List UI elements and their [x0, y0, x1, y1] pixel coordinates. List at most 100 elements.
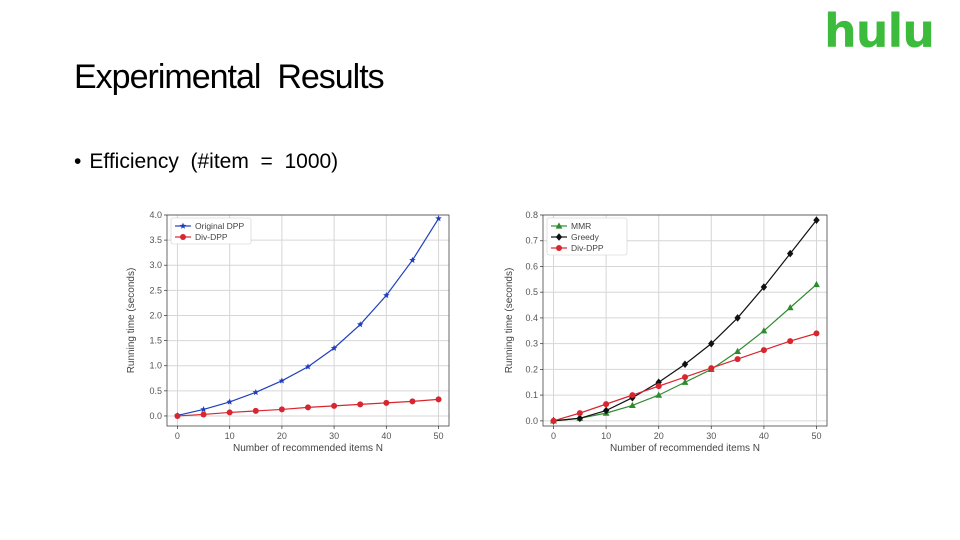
x-tick-label: 30 [706, 431, 716, 441]
data-point [760, 347, 767, 354]
series-line [177, 218, 440, 417]
y-tick-label: 2.0 [149, 310, 162, 320]
series-div-dpp [550, 330, 820, 424]
data-point [174, 412, 181, 419]
x-tick-label: 20 [654, 431, 664, 441]
data-point [786, 249, 794, 258]
data-point [813, 330, 820, 337]
data-point [357, 401, 364, 408]
data-point [760, 327, 768, 334]
data-point [734, 356, 741, 363]
data-point [304, 363, 312, 370]
data-point [383, 291, 390, 299]
data-point [681, 378, 689, 385]
data-point [435, 215, 442, 222]
data-point [356, 321, 364, 328]
data-point [682, 374, 688, 381]
x-tick-label: 40 [759, 431, 769, 441]
y-tick-label: 0.5 [525, 287, 538, 297]
legend-marker [179, 222, 187, 229]
data-point [409, 398, 416, 405]
plot-frame [166, 214, 450, 427]
legend-box [546, 217, 628, 256]
x-tick-label: 50 [434, 431, 444, 441]
data-point [813, 280, 820, 288]
hulu-logo: hulu [824, 4, 935, 58]
y-tick-label: 0.6 [525, 261, 538, 271]
data-point [200, 406, 207, 413]
y-tick-label: 0.0 [149, 411, 162, 421]
data-point [330, 344, 338, 351]
y-tick-label: 0.4 [525, 313, 538, 323]
legend-marker [556, 245, 562, 251]
data-point [278, 406, 285, 413]
y-tick-label: 4.0 [149, 210, 162, 220]
series-line [553, 284, 817, 422]
grid [167, 214, 449, 426]
data-point [603, 401, 610, 408]
data-point [252, 388, 260, 396]
y-tick-label: 0.8 [525, 210, 538, 220]
data-point [681, 360, 689, 369]
bullet-text: Efficiency (#item = 1000) [89, 150, 339, 173]
data-point [331, 402, 338, 409]
bullet-dot-icon: • [74, 150, 82, 173]
x-tick-label: 10 [601, 431, 611, 441]
y-tick-label: 2.5 [149, 285, 162, 295]
data-point [655, 391, 663, 398]
y-tick-label: 0.0 [525, 416, 538, 426]
x-tick-label: 30 [329, 431, 339, 441]
series-mmr [550, 280, 820, 424]
chart-mmr-greedy-div-dpp: 0 10 20 30 40 50 0.0 0.1 0.2 0.3 0.4 0.5 0.6 0.7 0.8 Nu… [504, 210, 828, 454]
legend-label: Div-DPP [195, 232, 228, 242]
legend-marker [180, 234, 186, 240]
slide-title: Experimental Results [74, 58, 385, 96]
x-tick-label: 20 [277, 431, 287, 441]
series-div-dpp [174, 396, 442, 419]
data-point [576, 414, 584, 423]
data-point [629, 401, 636, 409]
data-point [383, 399, 390, 406]
data-point [226, 398, 233, 405]
y-tick-label: 0.5 [149, 386, 162, 396]
series-original-dpp [174, 215, 442, 419]
y-tick-label: 3.5 [149, 235, 162, 245]
legend-label: MMR [571, 221, 591, 231]
x-axis-title: Number of recommended items N [610, 443, 760, 454]
x-tick-label: 50 [811, 431, 821, 441]
x-axis-title: Number of recommended items N [233, 443, 383, 454]
x-tick-label: 10 [225, 431, 235, 441]
data-point [226, 409, 233, 416]
data-point [655, 383, 662, 390]
y-tick-label: 3.0 [149, 260, 162, 270]
data-point [409, 256, 416, 263]
data-point [629, 392, 636, 399]
data-point [787, 338, 794, 345]
y-tick-label: 1.5 [149, 336, 162, 346]
legend-marker [555, 233, 563, 241]
data-point [278, 377, 286, 384]
data-point [734, 347, 741, 354]
data-point [550, 417, 557, 424]
plot-frame [542, 214, 828, 427]
y-axis-title: Running time (seconds) [126, 268, 137, 374]
y-tick-label: 1.0 [149, 361, 162, 371]
y-tick-label: 0.3 [525, 339, 538, 349]
y-tick-label: 0.7 [525, 236, 538, 246]
data-point [708, 365, 715, 372]
data-point [305, 404, 311, 411]
y-tick-label: 0.2 [525, 364, 538, 374]
legend-label: Greedy [571, 232, 600, 242]
legend-label: Div-DPP [571, 243, 604, 253]
x-tick-label: 40 [381, 431, 391, 441]
y-axis-title: Running time (seconds) [504, 268, 515, 374]
y-tick-label: 0.1 [525, 390, 538, 400]
data-point [734, 314, 741, 322]
x-tick-label: 0 [175, 431, 180, 441]
legend-marker [555, 222, 563, 229]
data-point [435, 396, 442, 403]
bullet-item: • Efficiency (#item = 1000) [74, 150, 338, 174]
chart-original-vs-div-dpp: 0 10 20 30 40 50 0.0 0.5 1.0 1.5 2.0 2.5 3.0 3.5 4.0 Nu… [126, 210, 450, 454]
